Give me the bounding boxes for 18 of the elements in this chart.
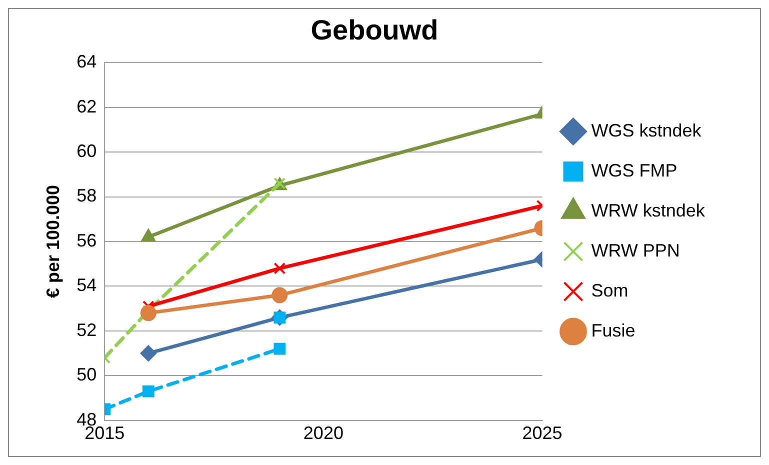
legend-label: Fusie [591,320,636,340]
y-tick-label: 50 [76,364,97,385]
y-tick-label: 60 [76,141,97,162]
legend-label: Som [591,280,628,300]
y-tick-label: 58 [76,186,97,206]
chart-title: Gebouwd [310,14,438,46]
y-tick-label: 52 [76,320,97,340]
x-tick-label: 2020 [303,423,344,444]
y-tick-label: 56 [76,230,97,250]
y-tick-label: 54 [76,275,97,296]
y-axis-title: € per 100.000 [42,184,63,298]
legend-label: WGS FMP [591,160,678,180]
y-tick-label: 62 [76,96,97,116]
x-tick-label: 2025 [522,423,562,444]
y-tick-label: 64 [76,52,97,72]
legend-label: WGS kstndek [591,120,702,140]
legend-label: WRW PPN [591,240,680,260]
legend-label: WRW kstndek [591,200,706,220]
